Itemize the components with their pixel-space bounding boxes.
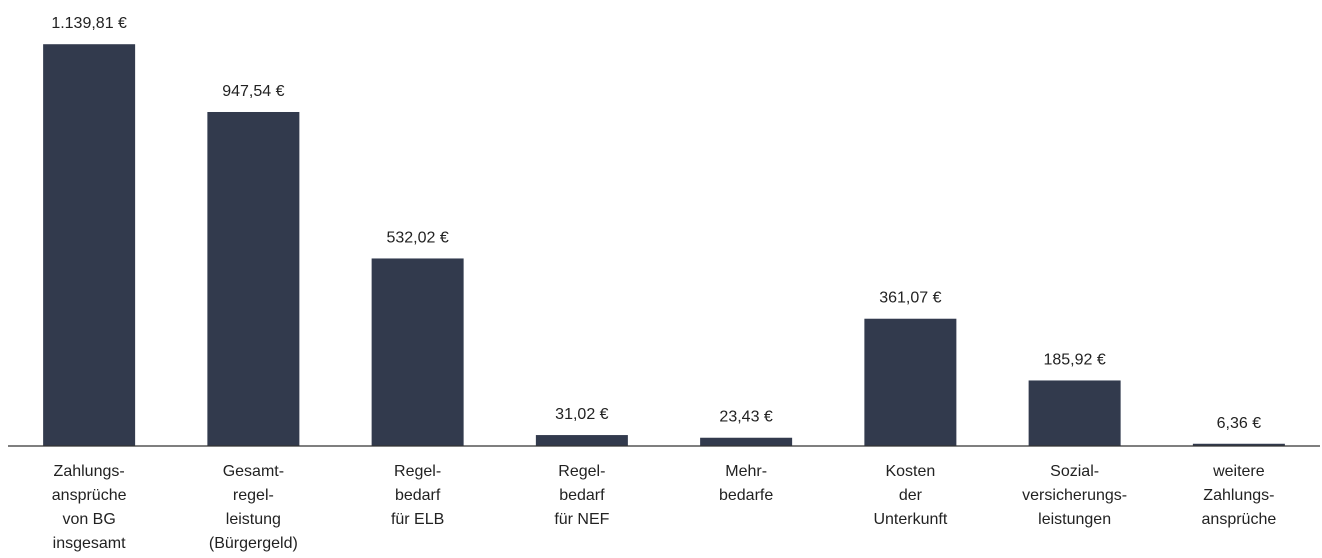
x-tick-label: weitere Zahlungs-ansprüche — [1202, 463, 1277, 528]
x-tick-label: Zahlungs-ansprüche von BG insgesamt — [52, 463, 127, 552]
x-tick-label-line: Regel- — [394, 463, 441, 480]
x-tick-label-line: für NEF — [554, 511, 609, 528]
x-tick-label-line: regel- — [233, 487, 274, 504]
x-tick-label-line: weitere — [1212, 463, 1265, 480]
bar — [207, 111, 300, 446]
x-tick-label-line: bedarfe — [719, 487, 773, 504]
x-tick-label-line: ansprüche — [1202, 511, 1277, 528]
x-tick-label-line: für ELB — [391, 511, 444, 528]
bar — [700, 437, 793, 446]
x-tick-label-line: Regel- — [558, 463, 605, 480]
value-label: 23,43 € — [719, 409, 772, 426]
x-tick-label-line: Kosten — [885, 463, 935, 480]
bar — [1028, 380, 1121, 446]
x-tick-label: Mehr-bedarfe — [719, 463, 773, 504]
x-tick-label: Regel-bedarf für ELB — [391, 463, 444, 528]
x-tick-label-line: Zahlungs- — [1203, 487, 1274, 504]
x-tick-label-line: bedarf — [559, 487, 605, 504]
bar — [864, 318, 957, 446]
x-tick-label-line: bedarf — [395, 487, 441, 504]
value-label: 185,92 € — [1043, 351, 1105, 368]
x-tick-label: Regel-bedarf für NEF — [554, 463, 609, 528]
x-tick-label-line: Sozial- — [1050, 463, 1099, 480]
x-tick-label-line: versicherungs- — [1022, 487, 1127, 504]
x-tick-label-line: leistung — [226, 511, 281, 528]
value-label: 947,54 € — [222, 83, 284, 100]
x-tick-label-line: der — [899, 487, 923, 504]
value-label: 361,07 € — [879, 290, 941, 307]
x-tick-label-line: leistungen — [1038, 511, 1111, 528]
x-tick-label-line: von BG — [62, 511, 115, 528]
bar — [371, 258, 464, 446]
x-tick-label: Gesamt-regel-leistung (Bürgergeld) — [209, 463, 298, 552]
value-label: 532,02 € — [386, 229, 448, 246]
x-tick-label-line: Gesamt- — [223, 463, 284, 480]
bar — [43, 44, 136, 446]
x-tick-label-line: (Bürgergeld) — [209, 535, 298, 552]
x-tick-label-line: insgesamt — [53, 535, 126, 552]
x-tick-label-line: Zahlungs- — [54, 463, 125, 480]
x-tick-label-line: Mehr- — [725, 463, 767, 480]
x-tick-label-line: ansprüche — [52, 487, 127, 504]
value-label: 1.139,81 € — [51, 15, 127, 32]
bar — [535, 435, 628, 446]
x-tick-label-line: Unterkunft — [873, 511, 947, 528]
x-tick-label: Kosten der Unterkunft — [873, 463, 947, 528]
value-label: 6,36 € — [1217, 415, 1262, 432]
x-tick-label: Sozial-versicherungs-leistungen — [1022, 463, 1127, 528]
bar — [1192, 443, 1285, 446]
value-label: 31,02 € — [555, 406, 608, 423]
